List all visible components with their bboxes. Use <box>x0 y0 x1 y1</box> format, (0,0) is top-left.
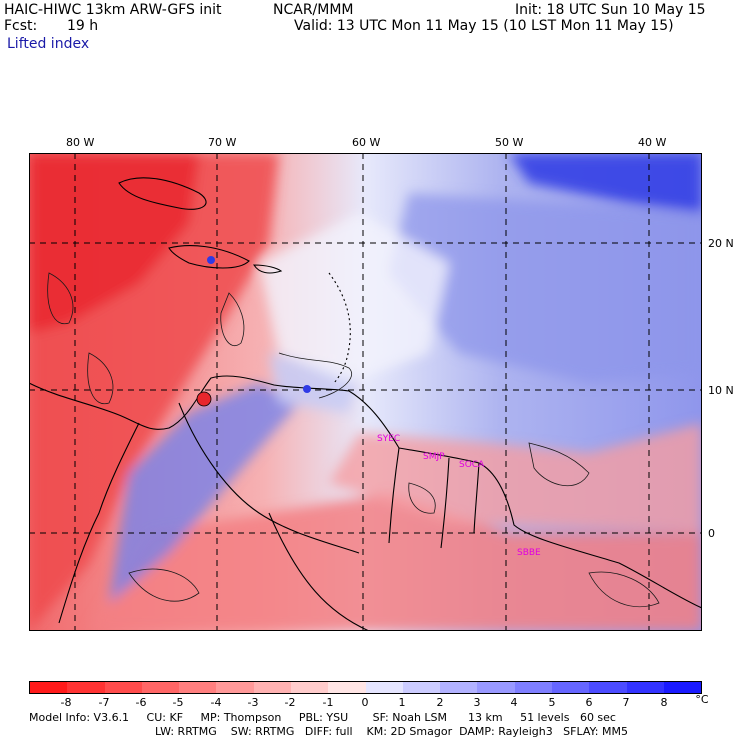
cb-tick-6: 6 <box>585 696 593 709</box>
colorbar-cell <box>589 682 627 693</box>
cb-tick-4: 4 <box>510 696 518 709</box>
cb-tick-m7: -7 <box>98 696 110 709</box>
station-label-syec: SYEC <box>377 434 400 444</box>
colorbar-cell <box>440 682 478 693</box>
lat-label-20n: 20 N <box>708 237 734 250</box>
colorbar-cell <box>551 682 590 693</box>
field-shading <box>29 153 702 631</box>
init-time: Init: 18 UTC Sun 10 May 15 <box>515 2 706 18</box>
station-label-soca: SOCA <box>459 460 485 470</box>
colorbar <box>29 681 702 694</box>
convective-spot-blue-2 <box>303 385 311 393</box>
colorbar-cell <box>290 682 329 693</box>
cb-tick-m2: -2 <box>284 696 296 709</box>
colorbar-cell <box>328 682 366 693</box>
forecast-label: Fcst: <box>4 18 38 34</box>
coastlines <box>29 177 702 631</box>
valid-time: Valid: 13 UTC Mon 11 May 15 (10 LST Mon … <box>294 18 674 34</box>
model-info-line-2: LW: RRTMG SW: RRTMG DIFF: full KM: 2D Sm… <box>155 725 628 738</box>
colorbar-cell <box>365 682 403 693</box>
lon-label-80w: 80 W <box>66 136 95 149</box>
org-label: NCAR/MMM <box>273 2 354 18</box>
field-name: Lifted index <box>7 36 90 52</box>
lon-label-70w: 70 W <box>208 136 237 149</box>
colorbar-cell <box>626 682 664 693</box>
model-title: HAIC-HIWC 13km ARW-GFS init <box>4 2 222 18</box>
cb-tick-m1: -1 <box>322 696 334 709</box>
colorbar-cell <box>104 682 142 693</box>
forecast-hour: 19 h <box>67 18 99 34</box>
cb-tick-2: 2 <box>436 696 444 709</box>
cb-tick-1: 1 <box>398 696 406 709</box>
colorbar-cell <box>514 682 552 693</box>
cb-tick-m6: -6 <box>135 696 147 709</box>
lon-label-60w: 60 W <box>352 136 381 149</box>
colorbar-cell <box>402 682 441 693</box>
convective-spot-red <box>196 391 212 407</box>
colorbar-cell <box>141 682 180 693</box>
lat-label-10n: 10 N <box>708 384 734 397</box>
convective-spot-blue <box>207 256 215 264</box>
colorbar-cell <box>67 682 105 693</box>
colorbar-cell <box>179 682 217 693</box>
cb-tick-m8: -8 <box>60 696 72 709</box>
contours <box>47 272 660 607</box>
lon-label-50w: 50 W <box>495 136 524 149</box>
lat-lon-grid <box>29 153 702 631</box>
cb-tick-3: 3 <box>473 696 481 709</box>
station-label-sbbe: SBBE <box>517 548 541 558</box>
cb-tick-0: 0 <box>361 696 369 709</box>
lifted-index-map: SYEC SMJP SOCA SBBE <box>29 153 702 631</box>
station-labels: SYEC SMJP SOCA SBBE <box>377 434 541 558</box>
model-info-line-1: Model Info: V3.6.1 CU: KF MP: Thompson P… <box>29 711 616 724</box>
cb-unit: °C <box>695 693 709 706</box>
cb-tick-m4: -4 <box>210 696 222 709</box>
cb-tick-5: 5 <box>548 696 556 709</box>
colorbar-cell <box>663 682 702 693</box>
lat-label-0: 0 <box>708 527 715 540</box>
map-canvas: SYEC SMJP SOCA SBBE <box>29 153 702 631</box>
map-frame <box>29 153 702 631</box>
colorbar-cell <box>216 682 254 693</box>
colorbar-cell <box>253 682 291 693</box>
colorbar-cell <box>477 682 515 693</box>
station-label-smjp: SMJP <box>423 452 445 462</box>
cb-tick-m3: -3 <box>247 696 259 709</box>
cb-tick-m5: -5 <box>172 696 184 709</box>
lon-label-40w: 40 W <box>638 136 667 149</box>
cb-tick-7: 7 <box>622 696 630 709</box>
colorbar-cell <box>30 682 68 693</box>
cb-tick-8: 8 <box>660 696 668 709</box>
